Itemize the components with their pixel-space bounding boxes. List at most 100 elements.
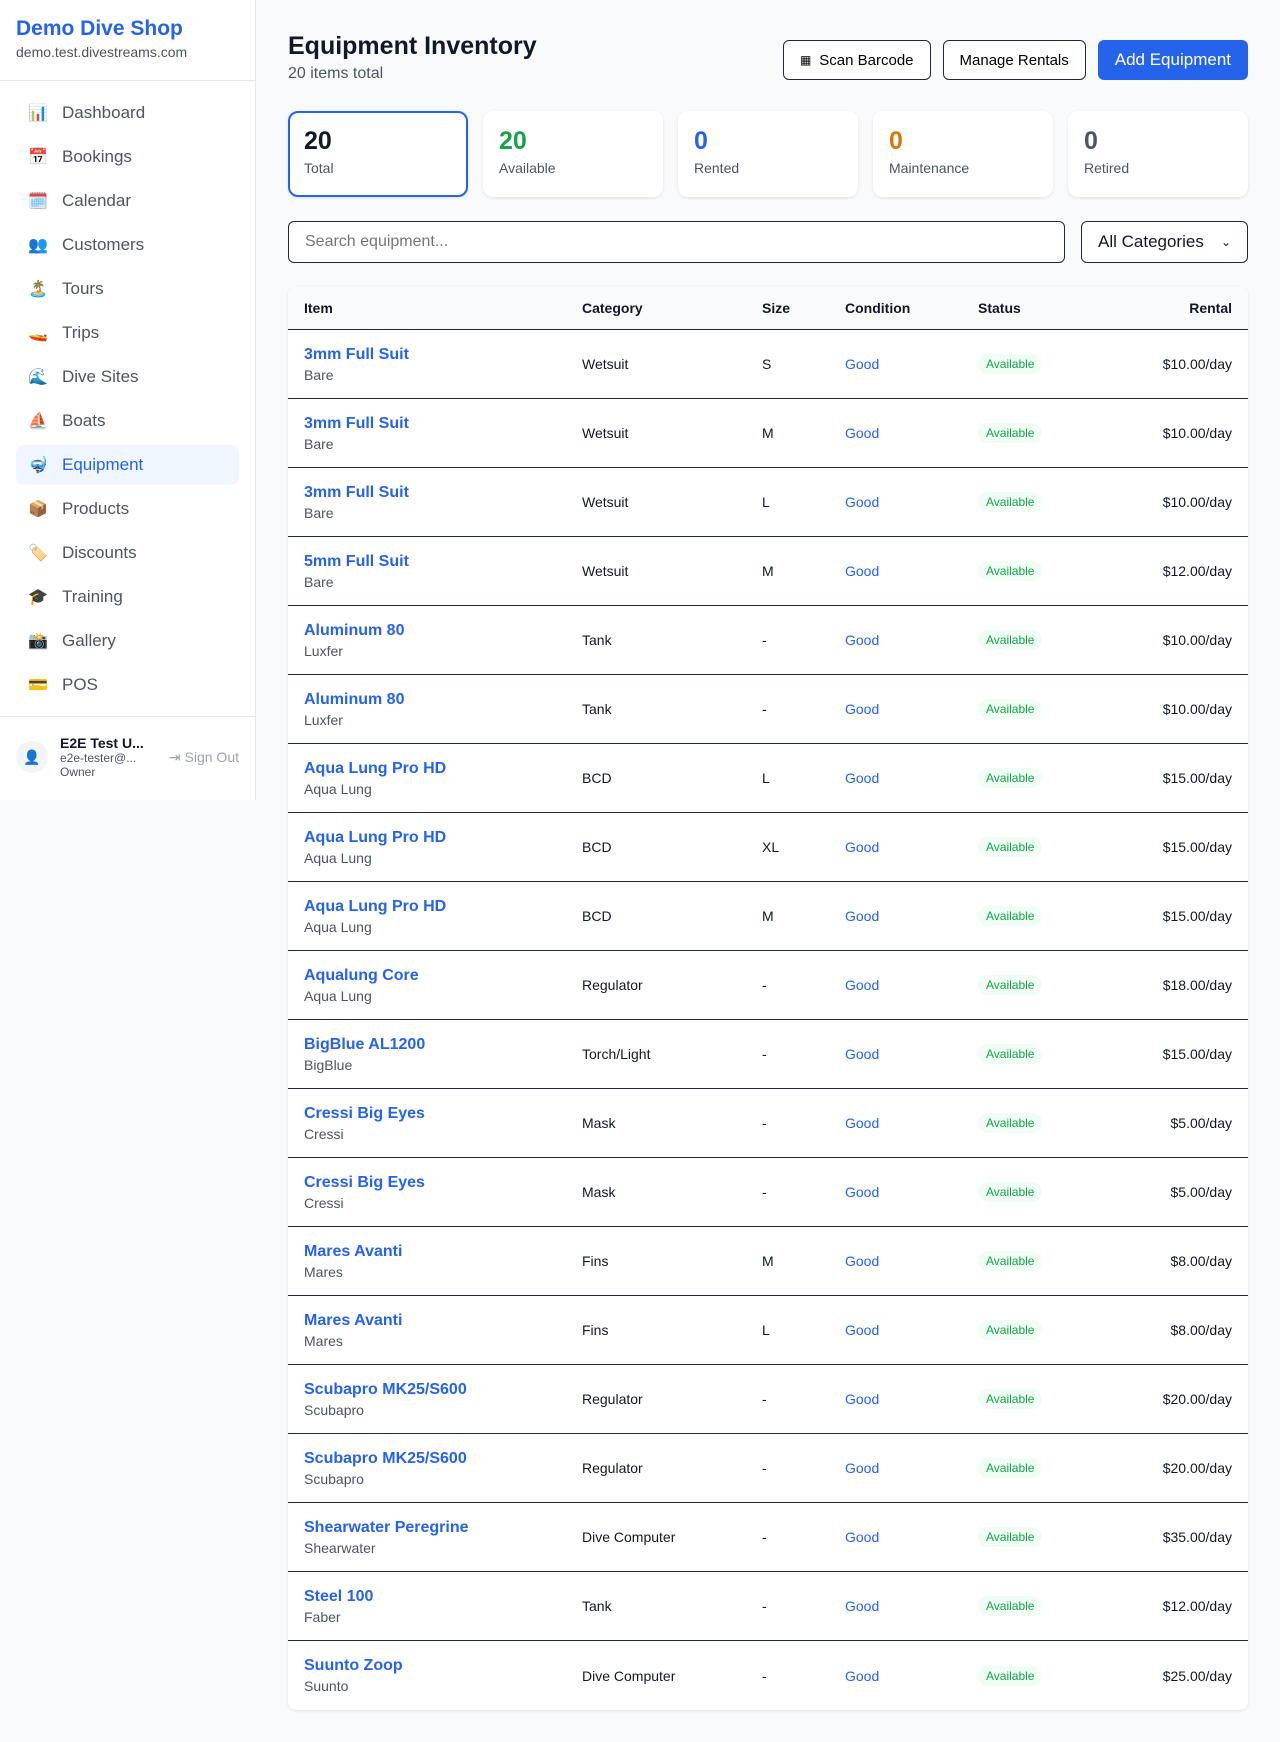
sign-out-button[interactable]: ⇥ Sign Out — [169, 749, 239, 766]
sidebar-item-tours[interactable]: 🏝️ Tours — [16, 269, 239, 309]
item-rental-price: $20.00/day — [1162, 1391, 1232, 1407]
table-row[interactable]: Mares Avanti Mares Fins L Good Available … — [288, 1296, 1248, 1365]
table-row[interactable]: 3mm Full Suit Bare Wetsuit L Good Availab… — [288, 468, 1248, 537]
item-rental-price: $12.00/day — [1162, 563, 1232, 579]
sidebar-item-boats[interactable]: ⛵ Boats — [16, 401, 239, 441]
item-name-link[interactable]: Scubapro MK25/S600 — [304, 1380, 467, 1398]
item-name-link[interactable]: 3mm Full Suit — [304, 414, 409, 432]
table-row[interactable]: Cressi Big Eyes Cressi Mask - Good Availa… — [288, 1089, 1248, 1158]
item-name-link[interactable]: Suunto Zoop — [304, 1657, 403, 1674]
sidebar-item-pos[interactable]: 💳 POS — [16, 665, 239, 705]
column-header[interactable]: Size — [762, 300, 791, 316]
column-header[interactable]: Status — [978, 300, 1021, 316]
sidebar-item-products[interactable]: 📦 Products — [16, 489, 239, 529]
item-name-link[interactable]: Steel 100 — [304, 1587, 374, 1605]
item-name-link[interactable]: Scubapro MK25/S600 — [304, 1449, 467, 1467]
sidebar-item-customers[interactable]: 👥 Customers — [16, 225, 239, 265]
stat-card-total[interactable]: 20 Total — [288, 111, 468, 197]
stat-card-rented[interactable]: 0 Rented — [678, 111, 858, 197]
stat-card-maintenance[interactable]: 0 Maintenance — [873, 111, 1053, 197]
item-name-link[interactable]: Aluminum 80 — [304, 690, 405, 708]
table-row[interactable]: Aqua Lung Pro HD Aqua Lung BCD XL Good Av… — [288, 813, 1248, 882]
table-row[interactable]: 5mm Full Suit Bare Wetsuit M Good Availab… — [288, 537, 1248, 606]
table-row[interactable]: BigBlue AL1200 BigBlue Torch/Light - Good… — [288, 1020, 1248, 1089]
item-name-link[interactable]: Mares Avanti — [304, 1242, 403, 1260]
item-name-link[interactable]: Aqua Lung Pro HD — [304, 759, 447, 777]
table-row[interactable]: Aluminum 80 Luxfer Tank - Good Available … — [288, 606, 1248, 675]
status-badge: Available — [978, 1182, 1043, 1202]
sign-out-icon: ⇥ — [168, 748, 185, 765]
item-name-link[interactable]: Aluminum 80 — [304, 621, 405, 639]
item-name-link[interactable]: Shearwater Peregrine — [304, 1518, 469, 1536]
status-badge: Available — [978, 561, 1043, 581]
item-brand: Cressi — [304, 1125, 344, 1142]
sidebar-item-label: Boats — [62, 411, 106, 430]
status-badge: Available — [978, 492, 1043, 512]
item-rental-price: $15.00/day — [1162, 770, 1232, 786]
item-name-link[interactable]: Aqua Lung Pro HD — [304, 897, 447, 915]
sidebar-item-equipment[interactable]: 🤿 Equipment — [16, 445, 239, 485]
item-name-link[interactable]: Mares Avanti — [304, 1311, 403, 1329]
item-category: BCD — [582, 770, 612, 786]
item-condition: Good — [845, 494, 880, 510]
table-row[interactable]: Aluminum 80 Luxfer Tank - Good Available … — [288, 675, 1248, 744]
table-row[interactable]: Aqua Lung Pro HD Aqua Lung BCD L Good Ava… — [288, 744, 1248, 813]
sidebar-item-bookings[interactable]: 📅 Bookings — [16, 137, 239, 177]
table-row[interactable]: 3mm Full Suit Bare Wetsuit S Good Availab… — [288, 330, 1248, 399]
training-icon: 🎓 — [28, 589, 48, 606]
sidebar-item-training[interactable]: 🎓 Training — [16, 577, 239, 617]
column-header[interactable]: Condition — [845, 300, 911, 316]
item-name-link[interactable]: Cressi Big Eyes — [304, 1104, 425, 1122]
item-name-link[interactable]: 5mm Full Suit — [304, 552, 409, 570]
sidebar-item-gallery[interactable]: 📸 Gallery — [16, 621, 239, 661]
brand: Demo Dive Shop demo.test.divestreams.com — [0, 0, 255, 81]
item-name-link[interactable]: BigBlue AL1200 — [304, 1035, 426, 1053]
search-input[interactable] — [288, 221, 1065, 263]
item-condition: Good — [845, 1322, 880, 1338]
stat-card-available[interactable]: 20 Available — [483, 111, 663, 197]
scan-barcode-button[interactable]: ▦ Scan Barcode — [782, 40, 931, 80]
tours-icon: 🏝️ — [28, 281, 48, 298]
table-row[interactable]: Aqualung Core Aqua Lung Regulator - Good … — [288, 951, 1248, 1020]
item-category: Dive Computer — [582, 1529, 676, 1545]
table-row[interactable]: Scubapro MK25/S600 Scubapro Regulator - G… — [288, 1434, 1248, 1503]
item-brand: Scubapro — [304, 1401, 364, 1418]
table-row[interactable]: Shearwater Peregrine Shearwater Dive Comp… — [288, 1503, 1248, 1572]
item-name-link[interactable]: 3mm Full Suit — [304, 483, 409, 501]
table-row[interactable]: 3mm Full Suit Bare Wetsuit M Good Availab… — [288, 399, 1248, 468]
stat-card-retired[interactable]: 0 Retired — [1068, 111, 1248, 197]
item-name-link[interactable]: Cressi Big Eyes — [304, 1173, 425, 1191]
sidebar-item-label: Dashboard — [62, 103, 146, 122]
item-condition: Good — [845, 908, 880, 924]
sidebar-item-trips[interactable]: 🚤 Trips — [16, 313, 239, 353]
category-select[interactable]: All Categories ⌄ — [1081, 221, 1248, 263]
item-condition: Good — [845, 770, 880, 786]
item-brand: Suunto — [304, 1678, 349, 1694]
table-row[interactable]: Aqua Lung Pro HD Aqua Lung BCD M Good Ava… — [288, 882, 1248, 951]
status-badge: Available — [978, 906, 1043, 926]
table-row[interactable]: Steel 100 Faber Tank - Good Available $12… — [288, 1572, 1248, 1641]
sidebar-item-dive-sites[interactable]: 🌊 Dive Sites — [16, 357, 239, 397]
item-condition: Good — [845, 701, 880, 717]
item-category: Regulator — [582, 1460, 643, 1476]
column-header[interactable]: Rental — [1189, 300, 1232, 316]
sidebar-item-discounts[interactable]: 🏷️ Discounts — [16, 533, 239, 573]
shop-name[interactable]: Demo Dive Shop — [16, 17, 183, 40]
item-name-link[interactable]: Aqualung Core — [304, 966, 419, 984]
item-brand: Aqua Lung — [304, 987, 372, 1004]
add-equipment-button[interactable]: Add Equipment — [1097, 40, 1248, 80]
sidebar-item-label: Products — [62, 499, 130, 518]
manage-rentals-button[interactable]: Manage Rentals — [942, 40, 1086, 80]
table-row[interactable]: Scubapro MK25/S600 Scubapro Regulator - G… — [288, 1365, 1248, 1434]
column-header[interactable]: Category — [582, 300, 643, 316]
table-row[interactable]: Mares Avanti Mares Fins M Good Available … — [288, 1227, 1248, 1296]
item-name-link[interactable]: 3mm Full Suit — [304, 345, 409, 363]
item-condition: Good — [845, 425, 880, 441]
status-badge: Available — [978, 1596, 1043, 1616]
column-header[interactable]: Item — [304, 300, 333, 316]
table-row[interactable]: Cressi Big Eyes Cressi Mask - Good Availa… — [288, 1158, 1248, 1227]
table-row[interactable]: Suunto Zoop Suunto Dive Computer - Good A… — [288, 1641, 1248, 1710]
sidebar-item-calendar[interactable]: 🗓️ Calendar — [16, 181, 239, 221]
item-name-link[interactable]: Aqua Lung Pro HD — [304, 828, 447, 846]
sidebar-item-dashboard[interactable]: 📊 Dashboard — [16, 93, 239, 133]
